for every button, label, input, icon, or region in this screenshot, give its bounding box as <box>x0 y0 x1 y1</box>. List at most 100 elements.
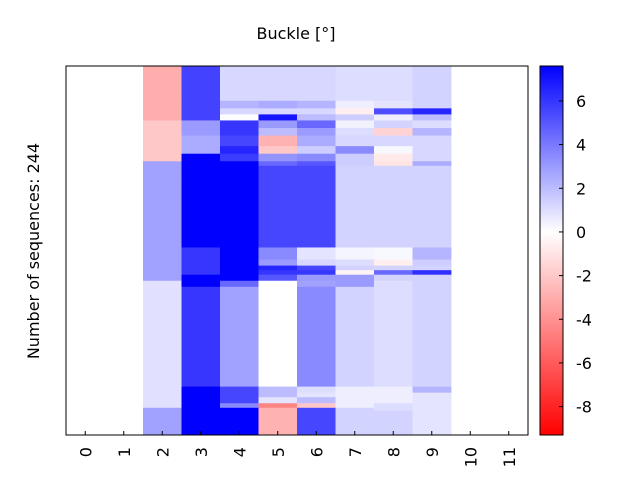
heatmap-cell <box>220 247 259 260</box>
heatmap-cell <box>374 397 413 404</box>
colorbar-tick-label: 2 <box>576 179 586 198</box>
heatmap-cell <box>143 165 182 180</box>
heatmap-cell <box>335 165 375 180</box>
x-tick-label: 11 <box>500 447 519 467</box>
heatmap-cell <box>374 146 413 155</box>
heatmap-cell <box>297 407 336 412</box>
colorbar-tick-label: -2 <box>576 267 592 286</box>
heatmap-cell <box>181 274 221 282</box>
heatmap-cell <box>220 161 259 167</box>
heatmap-cell <box>297 286 336 321</box>
heatmap-cell <box>220 179 259 248</box>
heatmap-cell <box>412 386 452 394</box>
heatmap-cell <box>412 247 452 260</box>
heatmap-cell <box>297 179 336 248</box>
heatmap-cell <box>181 392 221 398</box>
heatmap-cell <box>181 403 221 409</box>
heatmap-cell <box>220 265 259 271</box>
heatmap-cell <box>258 153 298 162</box>
heatmap-cell <box>412 146 452 155</box>
heatmap-cell <box>297 280 336 288</box>
heatmap-cell <box>297 270 336 276</box>
heatmap-cell <box>258 165 298 180</box>
heatmap-cell <box>374 108 413 115</box>
heatmap-cell <box>258 392 298 398</box>
heatmap-cell <box>297 66 336 102</box>
heatmap-cell <box>335 265 375 271</box>
heatmap-cell <box>412 161 452 167</box>
heatmap-cell <box>335 146 375 155</box>
colorbar <box>539 65 564 436</box>
heatmap-cell <box>220 66 259 102</box>
x-tick-label: 7 <box>346 447 365 457</box>
heatmap-cell <box>412 179 452 248</box>
heatmap-cell <box>335 135 375 147</box>
heatmap-cell <box>374 128 413 136</box>
heatmap-cell <box>220 165 259 180</box>
heatmap-cell <box>143 120 182 129</box>
heatmap-cell <box>374 386 413 394</box>
heatmap-cell <box>143 270 182 276</box>
heatmap-cell <box>220 114 259 121</box>
heatmap-cell <box>181 407 221 412</box>
heatmap-cell <box>181 128 221 136</box>
heatmap-cell <box>412 286 452 321</box>
heatmap-cell <box>258 320 298 388</box>
heatmap-cell <box>143 100 182 109</box>
heatmap-cell <box>374 265 413 271</box>
heatmap-cell <box>220 407 259 412</box>
heatmap-cell <box>143 247 182 260</box>
heatmap-cell <box>412 274 452 282</box>
heatmap-cell <box>143 66 182 102</box>
heatmap-cell <box>374 179 413 248</box>
heatmap-cell <box>258 386 298 394</box>
heatmap-cell <box>258 259 298 267</box>
heatmap-cell <box>374 161 413 167</box>
heatmap-cell <box>181 280 221 288</box>
heatmap-cell <box>181 320 221 388</box>
heatmap-cell <box>143 274 182 282</box>
x-tick-label: 2 <box>153 447 172 457</box>
heatmap-cell <box>335 120 375 129</box>
heatmap-cells <box>143 66 452 436</box>
x-tick-label: 4 <box>230 447 249 457</box>
heatmap-cell <box>258 397 298 404</box>
heatmap-cell <box>143 397 182 404</box>
heatmap-cell <box>258 100 298 109</box>
x-tick-label: 0 <box>76 447 95 457</box>
heatmap-cell <box>335 286 375 321</box>
heatmap-cell <box>181 153 221 162</box>
heatmap-cell <box>220 135 259 147</box>
heatmap-cell <box>374 120 413 129</box>
heatmap-cell <box>143 259 182 267</box>
heatmap-cell <box>297 161 336 167</box>
heatmap-cell <box>297 114 336 121</box>
heatmap-cell <box>412 114 452 121</box>
heatmap-cell <box>258 280 298 288</box>
heatmap-cell <box>335 259 375 267</box>
heatmap-cell <box>412 403 452 409</box>
heatmap-cell <box>374 135 413 147</box>
heatmap-cell <box>220 100 259 109</box>
heatmap-cell <box>143 161 182 167</box>
heatmap-cell <box>143 153 182 162</box>
heatmap-cell <box>258 403 298 409</box>
heatmap-cell <box>374 320 413 388</box>
heatmap-cell <box>297 403 336 409</box>
heatmap-cell <box>374 286 413 321</box>
heatmap-cell <box>412 270 452 276</box>
heatmap-cell <box>412 259 452 267</box>
heatmap-cell <box>297 128 336 136</box>
heatmap-cell <box>181 286 221 321</box>
heatmap-cell <box>335 392 375 398</box>
heatmap-cell <box>181 270 221 276</box>
heatmap-cell <box>220 397 259 404</box>
heatmap-cell <box>143 392 182 398</box>
heatmap-cell <box>335 128 375 136</box>
heatmap-cell <box>220 286 259 321</box>
heatmap-cell <box>335 403 375 409</box>
heatmap-cell <box>374 259 413 267</box>
heatmap-cell <box>181 135 221 147</box>
heatmap-cell <box>220 274 259 282</box>
heatmap-cell <box>220 120 259 129</box>
